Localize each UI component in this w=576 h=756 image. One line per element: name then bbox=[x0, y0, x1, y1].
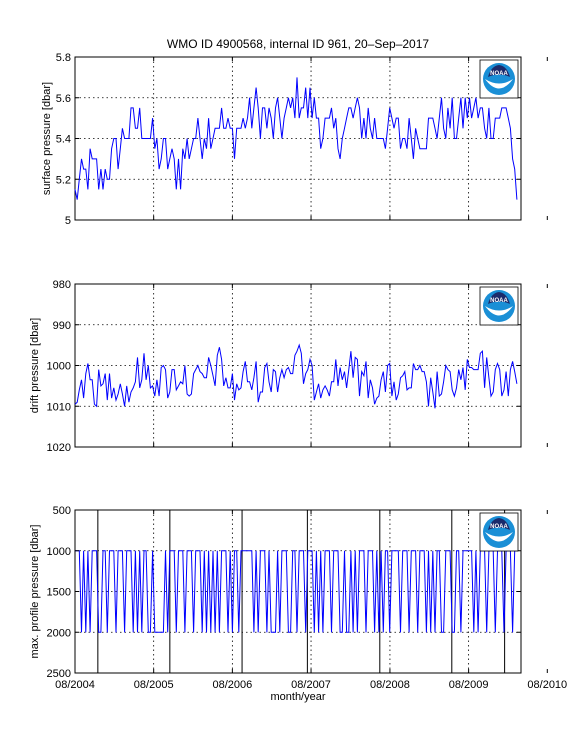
logo-bird bbox=[488, 65, 510, 77]
x-axis-label: month/year bbox=[270, 691, 325, 703]
y-tick-label: 990 bbox=[53, 320, 71, 332]
drift-pressure-y-ticks: 980 990 1000 1010 1020 bbox=[47, 279, 521, 454]
max-profile-pressure-series bbox=[75, 550, 517, 633]
noaa-logo-icon: NOAA bbox=[479, 512, 519, 552]
series-line bbox=[75, 550, 517, 633]
series-line bbox=[74, 77, 518, 200]
logo-wave bbox=[485, 79, 513, 89]
y-tick-label: 5.2 bbox=[56, 174, 71, 186]
x-tick-label: 08/2010 bbox=[527, 679, 567, 691]
x-tick-label: 08/2005 bbox=[134, 679, 174, 691]
logo-bird bbox=[488, 292, 510, 304]
drift-pressure-ylabel: drift pressure [dbar] bbox=[29, 318, 41, 413]
series-line bbox=[74, 343, 518, 409]
surface-pressure-ylabel: surface pressure [dbar] bbox=[41, 82, 53, 195]
max-profile-pressure-ylabel: max. profile pressure [dbar] bbox=[29, 525, 41, 659]
drift-pressure-panel: 980 990 1000 1010 1020 drift pressure [dbar]… bbox=[29, 279, 548, 454]
y-tick-label: 980 bbox=[53, 279, 71, 291]
y-tick-label: 500 bbox=[53, 505, 71, 517]
x-tick-label: 08/2006 bbox=[212, 679, 252, 691]
y-tick-label: 1000 bbox=[47, 361, 71, 373]
drift-pressure-series bbox=[74, 343, 518, 409]
y-tick-label: 1020 bbox=[47, 442, 71, 454]
logo-wave bbox=[485, 532, 513, 542]
x-tick-label: 08/2004 bbox=[55, 679, 95, 691]
logo-bird bbox=[488, 518, 510, 530]
x-tick-label: 08/2008 bbox=[370, 679, 410, 691]
surface-pressure-series bbox=[74, 77, 518, 200]
y-tick-label: 1010 bbox=[47, 401, 71, 413]
max-profile-pressure-y-ticks: 500 1000 1500 2000 2500 bbox=[47, 505, 521, 680]
y-tick-label: 5.4 bbox=[56, 134, 71, 146]
surface-pressure-y-ticks: 5 5.2 5.4 5.6 5.8 bbox=[56, 52, 521, 227]
surface-pressure-grid bbox=[75, 57, 521, 220]
y-tick-label: 5.8 bbox=[56, 52, 71, 64]
y-tick-label: 1500 bbox=[47, 587, 71, 599]
y-tick-label: 5 bbox=[65, 215, 71, 227]
y-tick-label: 1000 bbox=[47, 546, 71, 558]
y-tick-label: 5.6 bbox=[56, 93, 71, 105]
surface-pressure-panel: 5 5.2 5.4 5.6 5.8 surface pressure [dbar] NO… bbox=[41, 52, 548, 227]
logo-text: NOAA bbox=[490, 298, 508, 304]
drift-pressure-x-ticks bbox=[74, 284, 548, 447]
surface-pressure-x-ticks bbox=[74, 57, 548, 220]
y-tick-label: 2500 bbox=[47, 668, 71, 680]
noaa-logo-icon: NOAA bbox=[479, 59, 519, 99]
logo-text: NOAA bbox=[490, 71, 508, 77]
y-tick-label: 2000 bbox=[47, 627, 71, 639]
logo-wave bbox=[485, 306, 513, 316]
noaa-logo-icon: NOAA bbox=[479, 286, 519, 326]
figure-title: WMO ID 4900568, internal ID 961, 20–Sep–… bbox=[167, 37, 429, 51]
x-tick-label: 08/2007 bbox=[291, 679, 331, 691]
x-tick-label: 08/2009 bbox=[449, 679, 489, 691]
logo-text: NOAA bbox=[490, 524, 508, 530]
max-profile-pressure-x-ticks: 08/2004 08/2005 08/2006 08/2007 08/2008 08/20… bbox=[55, 510, 567, 691]
drift-pressure-grid bbox=[75, 284, 521, 447]
